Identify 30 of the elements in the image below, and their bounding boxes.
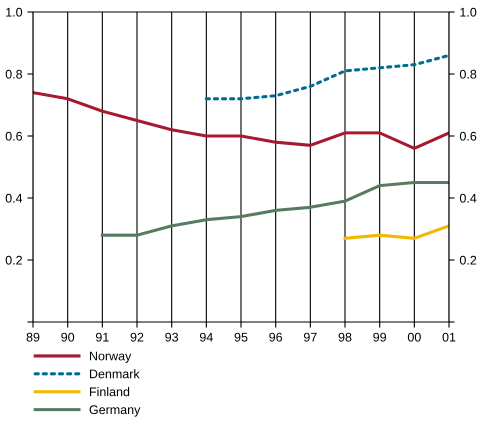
legend-label: Finland <box>90 387 130 396</box>
x-tick-label: 96 <box>269 332 282 342</box>
y-tick-label: 0.4 <box>6 194 22 203</box>
y2-tick-label: 1.0 <box>460 8 476 17</box>
y-tick-label: 0.8 <box>6 70 22 79</box>
legend-label: Germany <box>90 405 140 417</box>
x-tick-label: 89 <box>26 332 40 342</box>
x-tick-label: 98 <box>338 332 352 342</box>
y2-tick-label: 0.2 <box>460 256 476 265</box>
x-tick-label: 97 <box>304 332 317 342</box>
y-tick-label: 0.2 <box>6 256 22 265</box>
x-tick-label: 00 <box>408 332 421 342</box>
y-tick-label: 1.0 <box>6 8 22 17</box>
line-series <box>33 91 449 150</box>
x-tick-label: 01 <box>442 332 456 342</box>
y2-tick-label: 0.4 <box>460 194 476 203</box>
y2-tick-label: 0.6 <box>460 132 476 141</box>
y2-tick-label: 0.8 <box>460 70 476 79</box>
x-tick-label: 95 <box>234 332 248 342</box>
x-tick-label: 94 <box>200 332 213 342</box>
y-tick-label: 0.6 <box>6 132 22 141</box>
x-tick-label: 99 <box>373 332 386 342</box>
legend-label: Norway <box>90 352 132 363</box>
line-series <box>100 180 449 237</box>
x-tick-label: 93 <box>165 332 178 342</box>
line-series <box>204 54 449 100</box>
legend-label: Denmark <box>90 369 140 378</box>
x-tick-label: 90 <box>61 332 74 342</box>
x-tick-label: 92 <box>130 332 144 342</box>
x-tick-label: 91 <box>96 332 109 342</box>
